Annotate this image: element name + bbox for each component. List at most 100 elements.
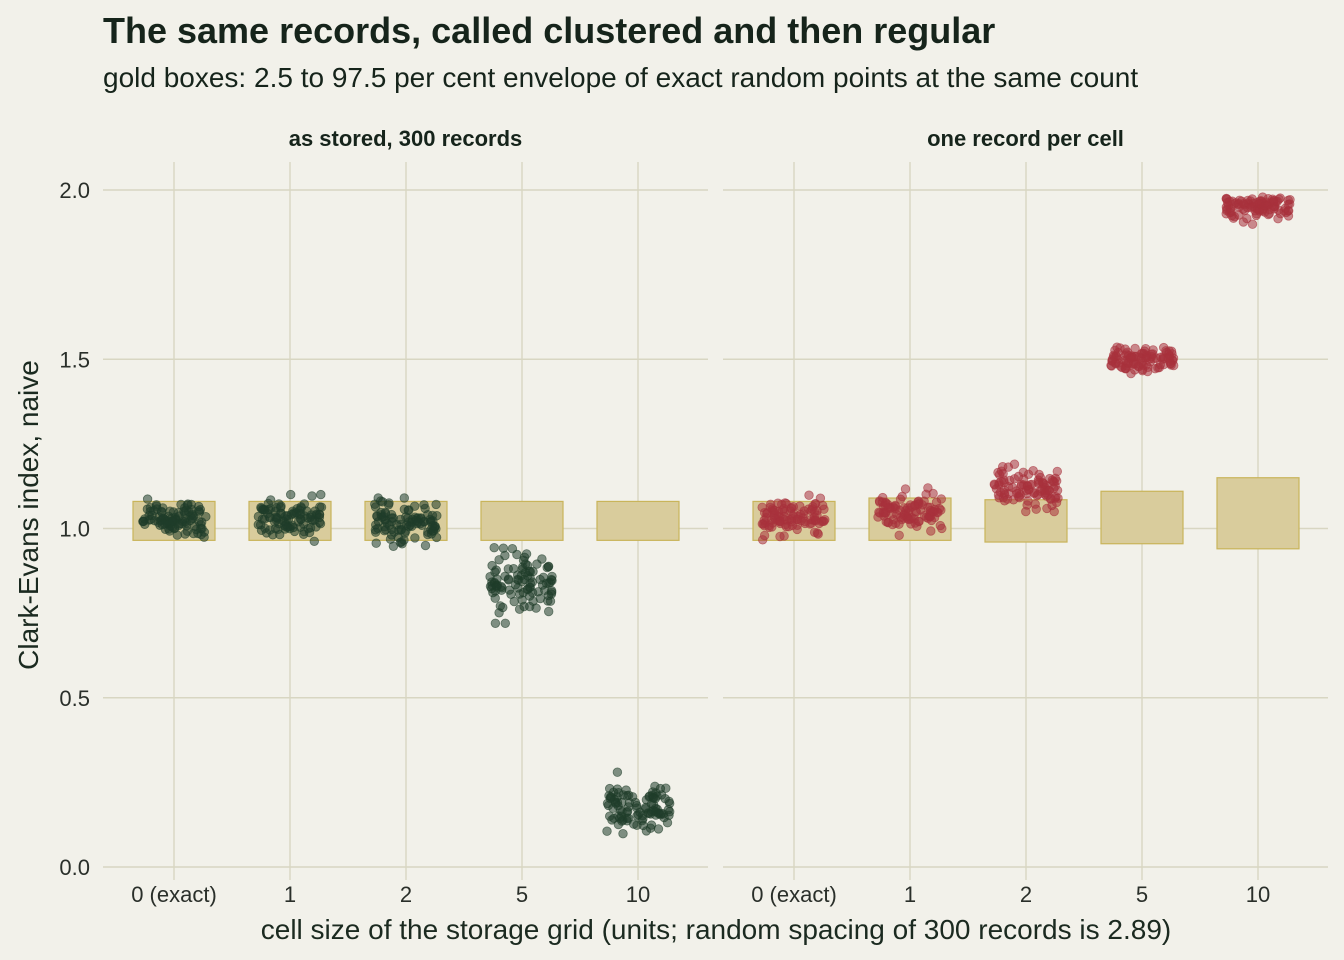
data-point [512, 574, 523, 585]
data-point [157, 520, 168, 530]
data-point [381, 524, 391, 535]
data-point [1021, 485, 1031, 496]
data-point [758, 535, 768, 545]
data-point [315, 502, 325, 512]
data-point [1112, 342, 1122, 352]
data-point [1043, 485, 1054, 496]
data-point [500, 550, 510, 561]
data-point [926, 526, 936, 536]
data-point [149, 516, 160, 526]
data-point [1233, 199, 1243, 210]
data-point [531, 603, 541, 613]
y-tick-label: 1.0 [59, 517, 90, 542]
y-tick-label: 0.5 [59, 686, 90, 711]
data-point [265, 503, 276, 514]
data-point [795, 501, 805, 511]
data-point [373, 493, 383, 503]
data-point [914, 499, 924, 509]
data-point [303, 524, 313, 534]
data-point [372, 511, 382, 521]
y-tick-label: 0.0 [59, 855, 90, 880]
data-point [413, 517, 423, 527]
data-point [524, 591, 535, 601]
data-point [806, 506, 816, 516]
data-point [607, 815, 617, 825]
data-point [140, 519, 150, 530]
data-point [383, 500, 394, 510]
data-point [656, 808, 666, 819]
data-point [395, 537, 406, 548]
data-point [897, 491, 907, 502]
data-point [933, 507, 943, 518]
data-point [490, 618, 501, 629]
x-tick-label: 2 [1020, 882, 1032, 907]
data-point [612, 767, 623, 777]
data-point [993, 490, 1004, 500]
data-point [923, 513, 933, 524]
data-point [519, 552, 530, 563]
data-point [492, 582, 502, 592]
data-point [371, 538, 381, 548]
data-point [804, 490, 814, 500]
data-point [655, 783, 666, 794]
data-point [188, 513, 198, 523]
data-point [645, 809, 656, 819]
x-tick-label: 1 [284, 882, 296, 907]
data-point [172, 530, 183, 540]
data-point [615, 805, 626, 816]
data-point [544, 578, 554, 588]
data-point [1247, 219, 1258, 229]
x-tick-label: 0 (exact) [131, 882, 217, 907]
data-point [180, 508, 190, 518]
data-point [525, 578, 536, 589]
x-tick-label: 10 [1246, 882, 1270, 907]
data-point [1122, 358, 1133, 368]
data-point [380, 507, 391, 518]
data-point [423, 510, 433, 520]
y-tick-label: 1.5 [59, 347, 90, 372]
data-point [914, 516, 924, 527]
data-point [641, 795, 652, 805]
data-point [537, 554, 547, 564]
data-point [1018, 467, 1029, 478]
data-point [1049, 477, 1059, 487]
data-point [503, 574, 514, 584]
data-point [1139, 346, 1150, 356]
data-point [809, 527, 820, 538]
data-point [1034, 469, 1044, 480]
envelope-box [480, 500, 564, 541]
data-point [1122, 347, 1133, 357]
data-point [396, 519, 406, 530]
envelope-box [1216, 477, 1300, 550]
data-point [1239, 205, 1250, 216]
x-tick-label: 5 [516, 882, 528, 907]
data-point [798, 513, 808, 523]
data-point [806, 518, 817, 528]
data-point [544, 606, 554, 617]
data-point [314, 509, 325, 520]
data-point [494, 608, 504, 618]
data-point [653, 824, 664, 834]
data-point [770, 514, 780, 524]
data-point [419, 500, 429, 510]
data-point [370, 502, 381, 512]
data-point [271, 512, 281, 522]
data-point [195, 504, 206, 515]
data-point [1251, 197, 1262, 208]
data-point [370, 525, 381, 535]
data-point [878, 492, 888, 503]
data-point [777, 499, 787, 510]
data-point [489, 543, 499, 553]
data-point [401, 512, 411, 522]
data-point [637, 811, 648, 821]
point-layer [138, 192, 1295, 839]
data-point [632, 803, 642, 813]
data-point [420, 540, 431, 551]
data-point [1275, 193, 1285, 203]
data-point [622, 816, 632, 826]
data-point [276, 502, 286, 513]
data-point [764, 520, 774, 531]
data-point [923, 483, 933, 493]
data-point [309, 536, 320, 547]
